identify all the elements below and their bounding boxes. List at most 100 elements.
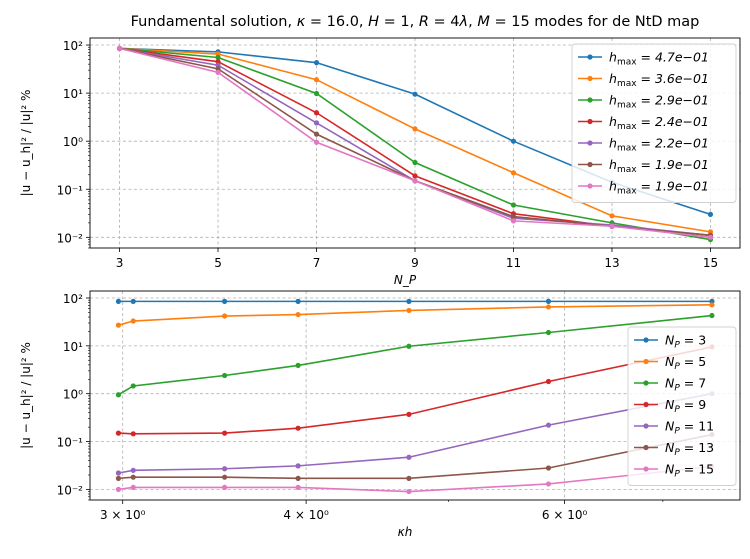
legend-entry: hmax = 4.7e−01 — [578, 50, 709, 68]
data-point — [406, 475, 412, 481]
legend-label: NP = 3 — [665, 333, 706, 351]
data-point — [545, 329, 552, 336]
data-point — [412, 178, 418, 184]
data-point — [222, 484, 228, 491]
data-point — [313, 77, 320, 83]
legend-entry: hmax = 1.9e−01 — [578, 157, 709, 175]
legend-marker — [587, 118, 593, 125]
data-point — [313, 139, 320, 145]
data-point — [115, 475, 122, 481]
data-point — [313, 60, 320, 66]
data-point — [510, 202, 517, 208]
data-point — [295, 463, 301, 469]
legend-label: hmax = 2.2e−01 — [609, 136, 709, 154]
data-point — [545, 298, 552, 304]
bottom-plot: 10⁻² 10⁻¹ 10⁰ 10¹ 10² 3 × 10⁰ 4 × 10⁰ 6 × 10⁰ κh… — [19, 290, 741, 539]
legend-label: hmax = 4.7e−01 — [609, 50, 709, 68]
data-point — [545, 465, 552, 471]
legend-marker — [643, 380, 649, 386]
legend-entry: NP = 3 — [634, 333, 706, 351]
top-plot: 10⁻² 10⁻¹ 10⁰ 10¹ 10² 3 5 7 9 11 13 15 N_P |u − u_h|²… — [19, 37, 741, 287]
legend-label: NP = 9 — [665, 397, 706, 415]
y-tick-label: 10¹ — [63, 340, 83, 354]
data-point — [412, 159, 418, 166]
legend-marker — [643, 423, 649, 429]
data-point — [707, 234, 714, 240]
data-point — [313, 110, 320, 116]
legend-entry: NP = 13 — [634, 440, 714, 458]
series-line — [118, 465, 713, 493]
data-point — [510, 218, 517, 224]
data-point — [215, 54, 221, 61]
data-point — [313, 90, 320, 97]
data-point — [215, 62, 221, 68]
x-tick-label: 3 — [116, 256, 124, 270]
x-tick-label: 11 — [506, 256, 521, 270]
legend-marker — [587, 183, 593, 189]
data-point — [222, 466, 228, 472]
y-axis-label: |u − u_h|² / |u|² % — [19, 90, 33, 197]
data-point — [222, 474, 228, 480]
data-point — [406, 488, 412, 495]
legend-label: NP = 11 — [665, 419, 714, 437]
series-1 — [115, 298, 715, 304]
legend-entry: NP = 15 — [634, 462, 714, 480]
data-point — [313, 131, 320, 137]
legend-entry: hmax = 3.6e−01 — [578, 71, 709, 89]
legend-label: NP = 7 — [665, 376, 706, 394]
x-tick-label: 6 × 10⁰ — [542, 508, 588, 522]
data-point — [313, 120, 320, 126]
legend-label: NP = 15 — [665, 462, 714, 480]
legend-label: NP = 5 — [665, 354, 706, 372]
data-point — [545, 378, 552, 385]
legend-marker — [643, 444, 649, 451]
data-point — [115, 298, 122, 304]
data-point — [295, 484, 301, 491]
legend-entry: NP = 7 — [634, 376, 706, 394]
data-point — [709, 312, 715, 319]
data-point — [215, 69, 221, 75]
legend-label: hmax = 1.9e−01 — [609, 179, 709, 197]
series-7 — [115, 463, 715, 495]
x-tick-label: 15 — [703, 256, 718, 270]
x-axis-label: N_P — [394, 273, 417, 287]
y-tick-label: 10² — [63, 39, 83, 53]
legend-label: NP = 13 — [665, 440, 714, 458]
legend-label: hmax = 2.9e−01 — [609, 93, 709, 111]
data-point — [709, 302, 715, 308]
data-point — [295, 311, 301, 318]
data-point — [130, 298, 136, 304]
legend-marker — [587, 54, 593, 60]
data-point — [406, 307, 412, 314]
data-point — [545, 304, 552, 310]
data-point — [510, 170, 517, 176]
x-axis-label: κh — [398, 525, 413, 539]
x-tick-label: 4 × 10⁰ — [283, 508, 329, 522]
legend-marker — [587, 75, 593, 82]
y-tick-label: 10⁻¹ — [57, 436, 84, 450]
x-tick-label: 5 — [214, 256, 222, 270]
data-point — [510, 213, 517, 220]
x-tick-label: 3 × 10⁰ — [100, 508, 146, 522]
y-tick-label: 10⁻² — [57, 483, 84, 497]
legend-entry: NP = 5 — [634, 354, 706, 372]
data-point — [116, 45, 123, 52]
data-point — [115, 486, 122, 492]
legend-marker — [587, 97, 593, 103]
data-point — [130, 474, 136, 480]
data-point — [222, 298, 228, 304]
data-point — [406, 343, 412, 349]
legend-label: hmax = 3.6e−01 — [609, 71, 709, 89]
legend-label: hmax = 2.4e−01 — [609, 114, 709, 132]
data-point — [130, 484, 136, 491]
data-point — [412, 173, 418, 179]
legend-frame — [571, 43, 737, 203]
legend-label: hmax = 1.9e−01 — [609, 157, 709, 175]
series-7 — [116, 45, 714, 240]
data-point — [510, 138, 517, 144]
series-group — [115, 298, 715, 495]
data-point — [115, 430, 122, 436]
x-tick-label: 13 — [604, 256, 619, 270]
legend-entry: hmax = 2.2e−01 — [578, 136, 709, 154]
